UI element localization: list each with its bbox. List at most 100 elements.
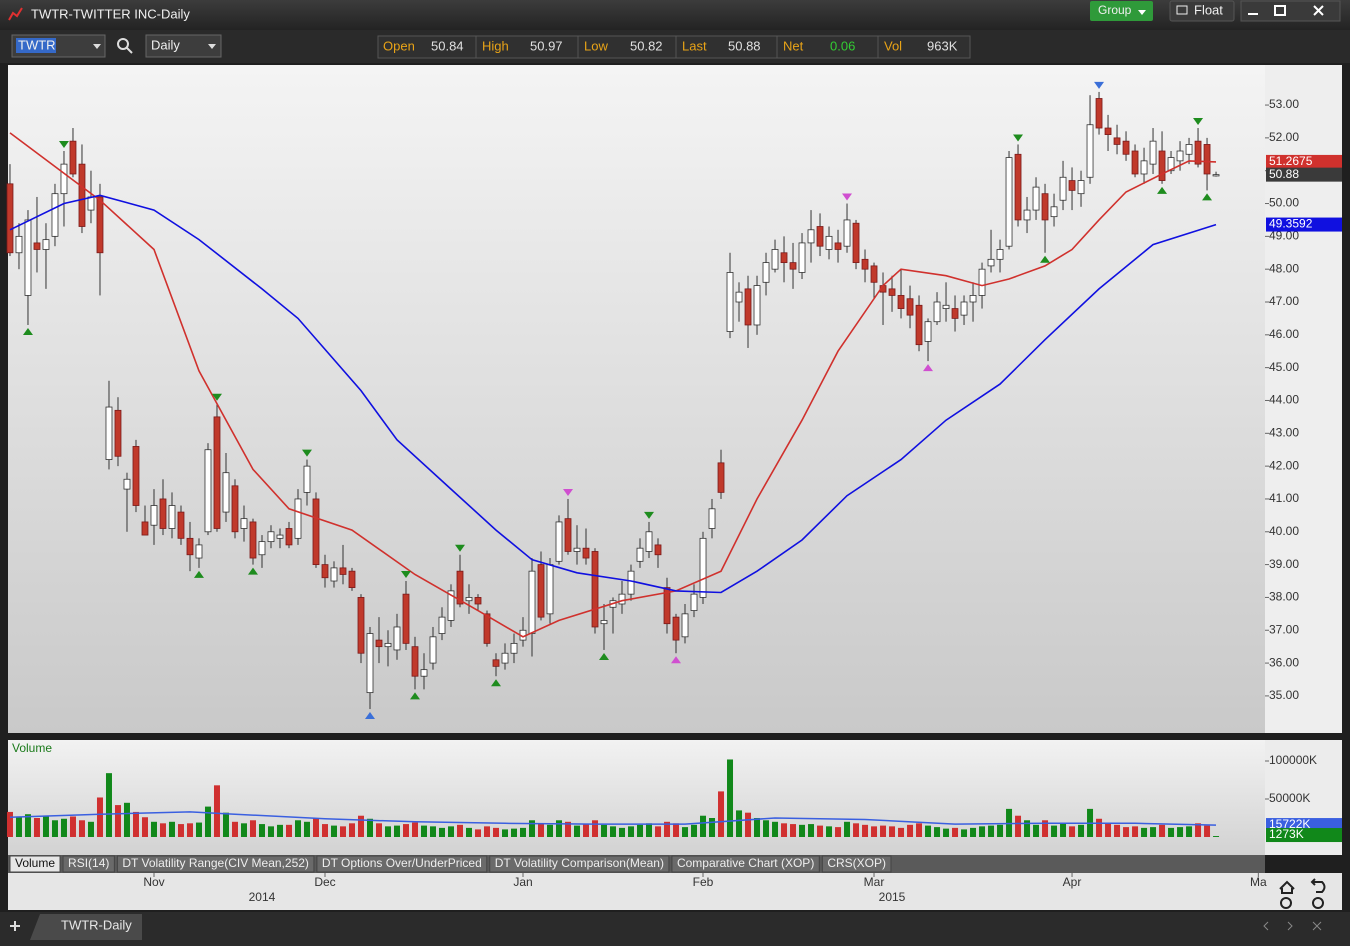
study-tab[interactable] [62,855,115,873]
candle-body [897,295,905,309]
volume-bar [619,827,626,837]
volume-bar [384,826,391,837]
volume-bar [439,827,446,837]
maximize-button[interactable] [1274,5,1286,16]
candle-body [15,235,23,254]
search-handle [126,47,133,54]
pivot-marker [409,692,420,700]
candle-body [51,193,59,237]
candle-body [681,613,689,638]
study-tab[interactable] [9,855,61,873]
candle-body [600,620,608,625]
add-tab-button[interactable] [10,921,20,931]
pivot-marker [247,567,258,575]
candle-body [663,587,671,625]
candle-body [942,304,950,309]
candle-body [1005,157,1013,247]
pivot-marker [671,656,682,664]
float-button-label: Float [1194,2,1223,17]
volume-average [9,811,1217,826]
volume-bar [1195,823,1202,837]
volume-bar [69,816,76,837]
volume-bar [1186,826,1193,837]
candle-body [744,288,752,326]
volume-bar [493,827,500,837]
study-tab-label: CRS(XOP) [827,856,886,870]
y-tick-label: 40.00 [1269,524,1299,538]
candle-body [978,268,986,296]
footer-tab[interactable] [30,914,142,940]
pivot-marker [455,544,466,552]
volume-bar [610,826,617,837]
group-button-label: Group [1098,3,1132,17]
candle-body [1059,176,1067,201]
last-price-label-box [1266,167,1342,182]
study-tab-label: DT Volatility Comparison(Mean) [495,856,664,870]
pivot-marker [1040,255,1051,263]
volume-bar [1078,824,1085,837]
volume-bar [1033,824,1040,837]
float-icon [1176,5,1188,15]
search-icon[interactable] [117,38,129,50]
close-button[interactable] [1313,5,1324,16]
volume-bar [592,820,599,837]
pivot-marker [1013,134,1024,142]
candle-body [6,183,14,254]
volume-bar [565,821,572,837]
volume-bar [925,825,932,837]
y-tick-label: 46.00 [1269,327,1299,341]
pivot-marker [1202,193,1213,201]
volume-bar [348,823,355,837]
candle-body [303,465,311,493]
volume-bar [15,816,22,837]
candle-body [717,462,725,493]
study-tab[interactable] [821,855,892,873]
y-tick-label: 35.00 [1269,688,1299,702]
interval-box[interactable] [145,34,222,58]
candle-body [1032,186,1040,211]
volume-bar [141,817,148,837]
candle-body [1023,209,1031,221]
volume-last-label-box [1266,828,1342,843]
candle-body [591,551,599,628]
group-button[interactable] [1090,1,1153,21]
candle-body [447,590,455,621]
candle-body [393,626,401,651]
candle-body [411,646,419,677]
candle-body [231,485,239,533]
volume-bar [907,824,914,837]
study-tab[interactable] [671,855,820,873]
volume-bar [547,824,554,837]
volume-bar [817,825,824,837]
candle-body [69,140,77,175]
volume-bar [213,785,220,837]
volume-bar [574,825,581,837]
home-icon[interactable] [1279,880,1295,894]
y-tick-label: 39.00 [1269,557,1299,571]
volume-bar [826,826,833,837]
candle-body [456,570,464,605]
candle-body [969,295,977,303]
candle-body [132,446,140,506]
reset-icon[interactable] [1310,878,1326,893]
candle-body [501,652,509,664]
tab-scroll[interactable] [1263,921,1293,931]
volume-bar [1042,820,1049,837]
study-tab[interactable] [316,855,488,873]
volume-bar [96,797,103,837]
zoom-in-icon[interactable] [1280,897,1292,909]
candle-body [483,613,491,644]
tab-close[interactable] [1312,921,1322,931]
volume-bar [781,823,788,837]
volume-bar [339,826,346,837]
year-label: 2014 [249,890,276,904]
volume-bar [664,821,671,837]
volume-bar [1024,820,1031,837]
volume-bar [691,824,698,837]
study-tab[interactable] [489,855,670,873]
candle-body [1050,206,1058,218]
candle-body [492,659,500,667]
study-tab[interactable] [116,855,315,873]
candle-body [699,537,707,598]
zoom-out-icon[interactable] [1312,897,1324,909]
